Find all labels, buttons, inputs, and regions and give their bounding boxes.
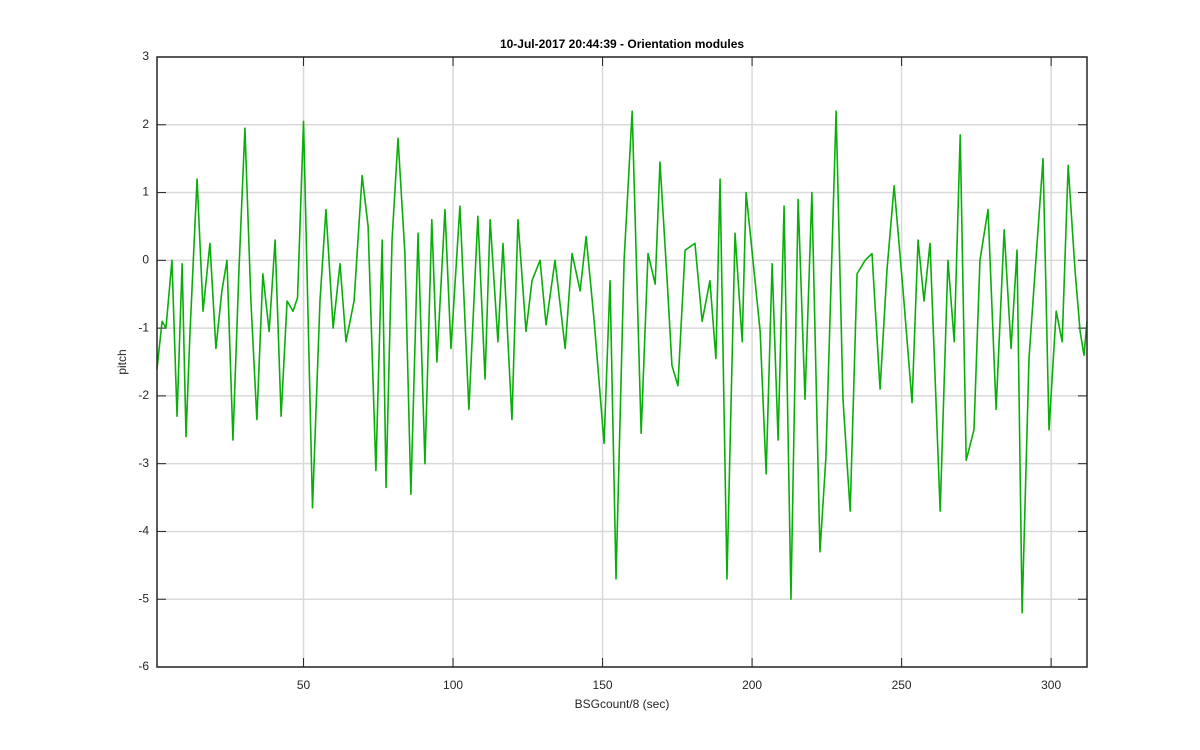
y-tick-label: -2 xyxy=(138,388,149,402)
x-axis-label: BSGcount/8 (sec) xyxy=(575,697,670,711)
y-axis-label: pitch xyxy=(115,349,129,374)
x-tick-label: 150 xyxy=(593,678,613,692)
y-tick-label: -4 xyxy=(138,524,149,538)
x-tick-label: 300 xyxy=(1041,678,1061,692)
x-tick-label: 50 xyxy=(297,678,311,692)
y-tick-label: 0 xyxy=(142,253,149,267)
y-tick-label: 1 xyxy=(142,185,149,199)
data-line xyxy=(156,110,1088,614)
x-tick-label: 200 xyxy=(742,678,762,692)
y-tick-label: -3 xyxy=(138,456,149,470)
plot-frame xyxy=(156,56,1088,668)
chart-title: 10-Jul-2017 20:44:39 - Orientation modul… xyxy=(500,37,744,51)
y-tick-label: 2 xyxy=(142,117,149,131)
y-tick-label: 3 xyxy=(142,49,149,63)
x-tick-label: 250 xyxy=(892,678,912,692)
x-tick-label: 100 xyxy=(443,678,463,692)
y-tick-label: -6 xyxy=(138,659,149,673)
y-tick-label: -1 xyxy=(138,320,149,334)
y-tick-label: -5 xyxy=(138,591,149,605)
